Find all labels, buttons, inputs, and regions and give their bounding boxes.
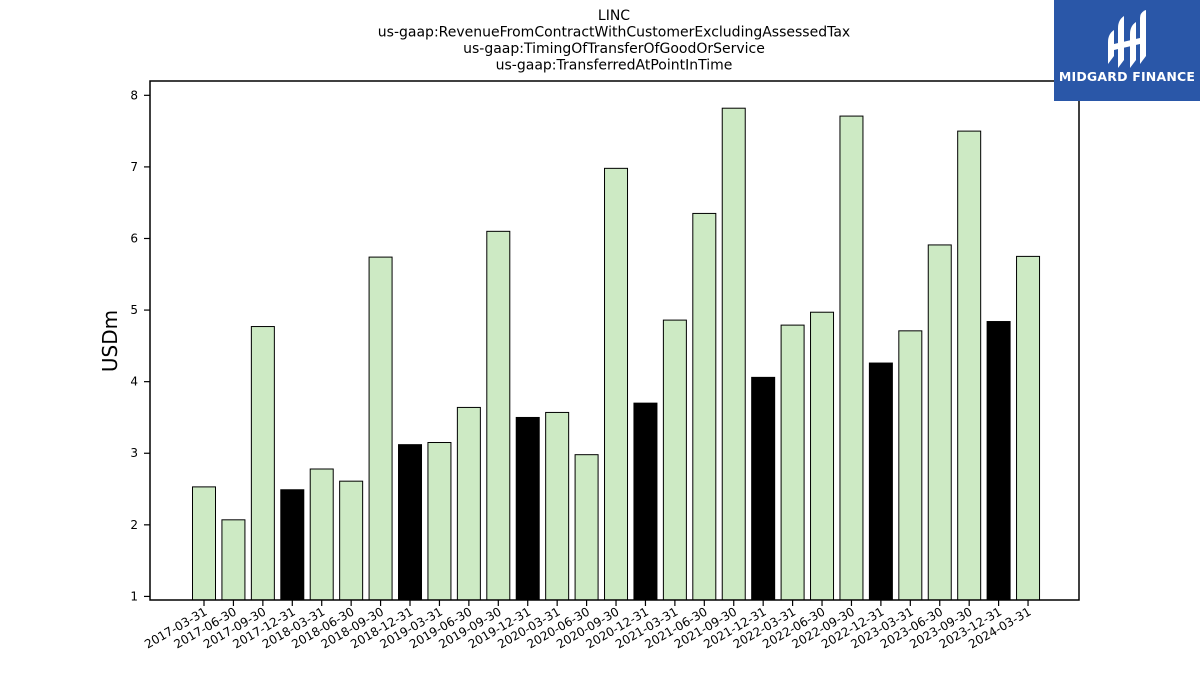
bar-2017-03-31 bbox=[192, 486, 216, 601]
y-tick-label-6: 6 bbox=[130, 231, 138, 245]
bar-2022-12-31 bbox=[868, 362, 893, 601]
bar-2022-09-30 bbox=[839, 115, 864, 601]
y-tick-label-2: 2 bbox=[130, 518, 138, 532]
title-line-3: us-gaap:TimingOfTransferOfGoodOrService bbox=[463, 41, 765, 57]
bar-2022-03-31 bbox=[780, 324, 805, 601]
bar-2020-09-30 bbox=[604, 167, 629, 601]
midgard-logo-icon bbox=[1108, 10, 1146, 68]
y-tick-label-3: 3 bbox=[130, 446, 138, 460]
bar-2023-09-30 bbox=[957, 130, 982, 601]
bar-2020-12-31 bbox=[633, 402, 658, 601]
bar-2019-06-30 bbox=[456, 406, 481, 601]
plot-frame bbox=[149, 80, 1080, 601]
bar-2019-12-31 bbox=[515, 416, 540, 601]
logo: MIDGARD FINANCE bbox=[1054, 0, 1200, 101]
bar-2021-09-30 bbox=[721, 107, 746, 601]
bar-2019-03-31 bbox=[427, 442, 452, 601]
title-line-4: us-gaap:TransferredAtPointInTime bbox=[496, 58, 733, 74]
y-tick-label-7: 7 bbox=[130, 160, 138, 174]
bar-2023-12-31 bbox=[986, 321, 1011, 601]
bar-2021-06-30 bbox=[692, 212, 717, 601]
chart-title: LINCus-gaap:RevenueFromContractWithCusto… bbox=[378, 8, 850, 74]
y-tick-label-4: 4 bbox=[130, 375, 138, 389]
y-axis: 1 2 3 4 5 6 7 8 bbox=[130, 88, 150, 603]
bar-2023-03-31 bbox=[898, 330, 923, 601]
y-tick-label-5: 5 bbox=[130, 303, 138, 317]
logo-text: MIDGARD FINANCE bbox=[1058, 69, 1196, 84]
bar-2020-06-30 bbox=[574, 454, 599, 601]
bar-2018-12-31 bbox=[398, 444, 423, 601]
x-axis: 2017-03-312017-06-302017-09-302017-12-31… bbox=[142, 600, 1034, 651]
bar-2017-09-30 bbox=[250, 326, 275, 601]
title-line-2: us-gaap:RevenueFromContractWithCustomerE… bbox=[378, 25, 850, 41]
bar-2019-09-30 bbox=[486, 230, 511, 601]
y-tick-label-8: 8 bbox=[130, 88, 138, 102]
y-axis-label: USDm bbox=[98, 310, 122, 372]
bar-2018-03-31 bbox=[309, 468, 334, 601]
bar-2022-06-30 bbox=[810, 311, 835, 601]
bar-2024-03-31 bbox=[1016, 255, 1041, 601]
bar-2021-03-31 bbox=[662, 319, 687, 601]
title-line-1: LINC bbox=[598, 8, 630, 24]
y-tick-label-1: 1 bbox=[130, 589, 138, 603]
bar-2023-06-30 bbox=[927, 244, 952, 601]
bar-2017-12-31 bbox=[280, 489, 305, 601]
bar-2018-06-30 bbox=[339, 480, 364, 601]
bar-2021-12-31 bbox=[751, 376, 776, 601]
bars bbox=[192, 107, 1041, 601]
bar-2017-06-30 bbox=[221, 519, 246, 601]
bar-2020-03-31 bbox=[545, 411, 570, 601]
bar-2018-09-30 bbox=[368, 256, 393, 601]
